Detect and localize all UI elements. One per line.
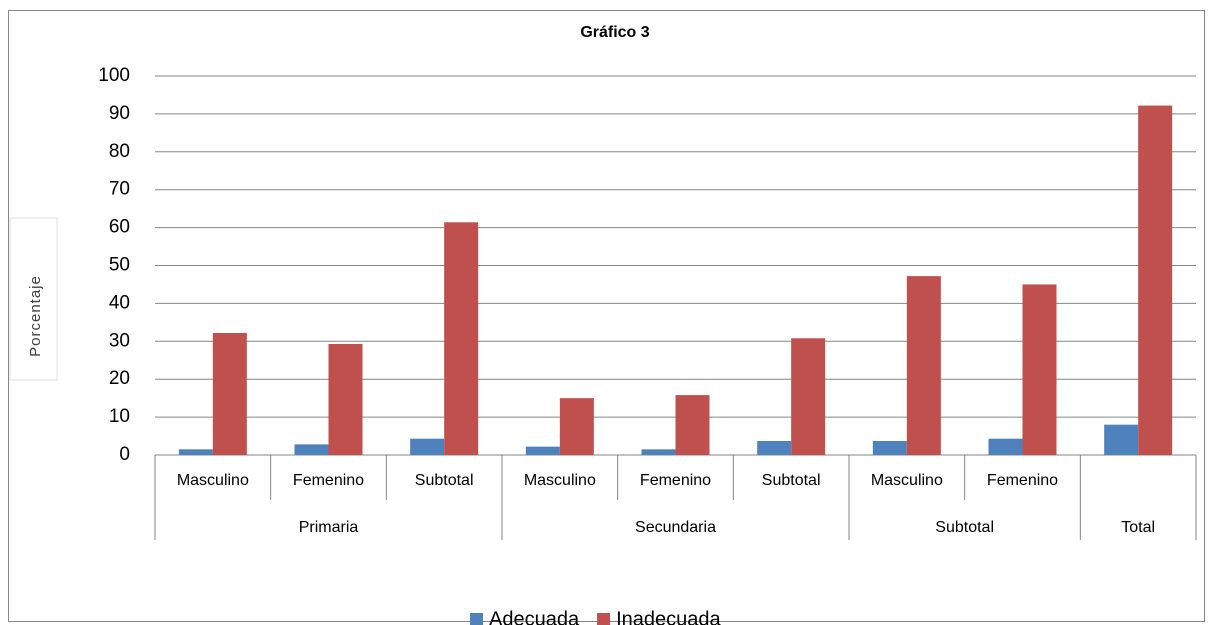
bar [872, 440, 907, 455]
bar [791, 338, 826, 455]
x-tick-label: Subtotal [415, 472, 474, 489]
x-tick-label: Masculino [177, 472, 249, 489]
y-tick-label: 60 [109, 217, 130, 238]
bar [525, 446, 560, 455]
y-label-box [9, 217, 58, 381]
group-label: Secundaria [635, 519, 716, 536]
bar [988, 438, 1023, 455]
legend-label: Adecuada [489, 608, 580, 625]
group-label: Total [1121, 519, 1155, 536]
y-tick-label: 20 [109, 368, 130, 389]
bar [675, 395, 710, 455]
y-tick-label: 10 [109, 406, 130, 427]
y-tick-label: 70 [109, 179, 130, 200]
bar [212, 332, 247, 455]
x-tick-label: Masculino [524, 472, 596, 489]
y-tick-label: 40 [109, 292, 130, 313]
bar [1022, 284, 1057, 455]
bar [641, 449, 676, 455]
bar [444, 222, 479, 455]
y-tick-label: 30 [109, 330, 130, 351]
bar [410, 438, 445, 455]
bar [178, 449, 213, 455]
y-tick-label: 50 [109, 255, 130, 276]
y-tick-label: 90 [109, 103, 130, 124]
x-tick-label: Femenino [293, 472, 364, 489]
legend-swatch [597, 613, 611, 625]
bar [328, 343, 363, 455]
group-label: Subtotal [935, 519, 994, 536]
bar [906, 276, 941, 455]
legend-label: Inadecuada [616, 608, 721, 625]
y-tick-label: 80 [109, 141, 130, 162]
x-tick-label: Femenino [987, 472, 1058, 489]
chart-title: Gráfico 3 [580, 24, 649, 41]
y-tick-label: 100 [98, 65, 130, 86]
x-tick-label: Masculino [871, 472, 943, 489]
y-axis-label: Porcentaje [27, 275, 44, 357]
bar [559, 398, 594, 455]
group-label: Primaria [299, 519, 359, 536]
x-tick-label: Femenino [640, 472, 711, 489]
y-tick-label: 0 [119, 444, 130, 465]
bar [1138, 105, 1173, 455]
x-tick-label: Subtotal [762, 472, 821, 489]
bar [757, 440, 792, 455]
chart-frame [8, 10, 1205, 622]
bar [1104, 424, 1139, 455]
bar [294, 444, 329, 455]
legend-swatch [470, 613, 483, 625]
